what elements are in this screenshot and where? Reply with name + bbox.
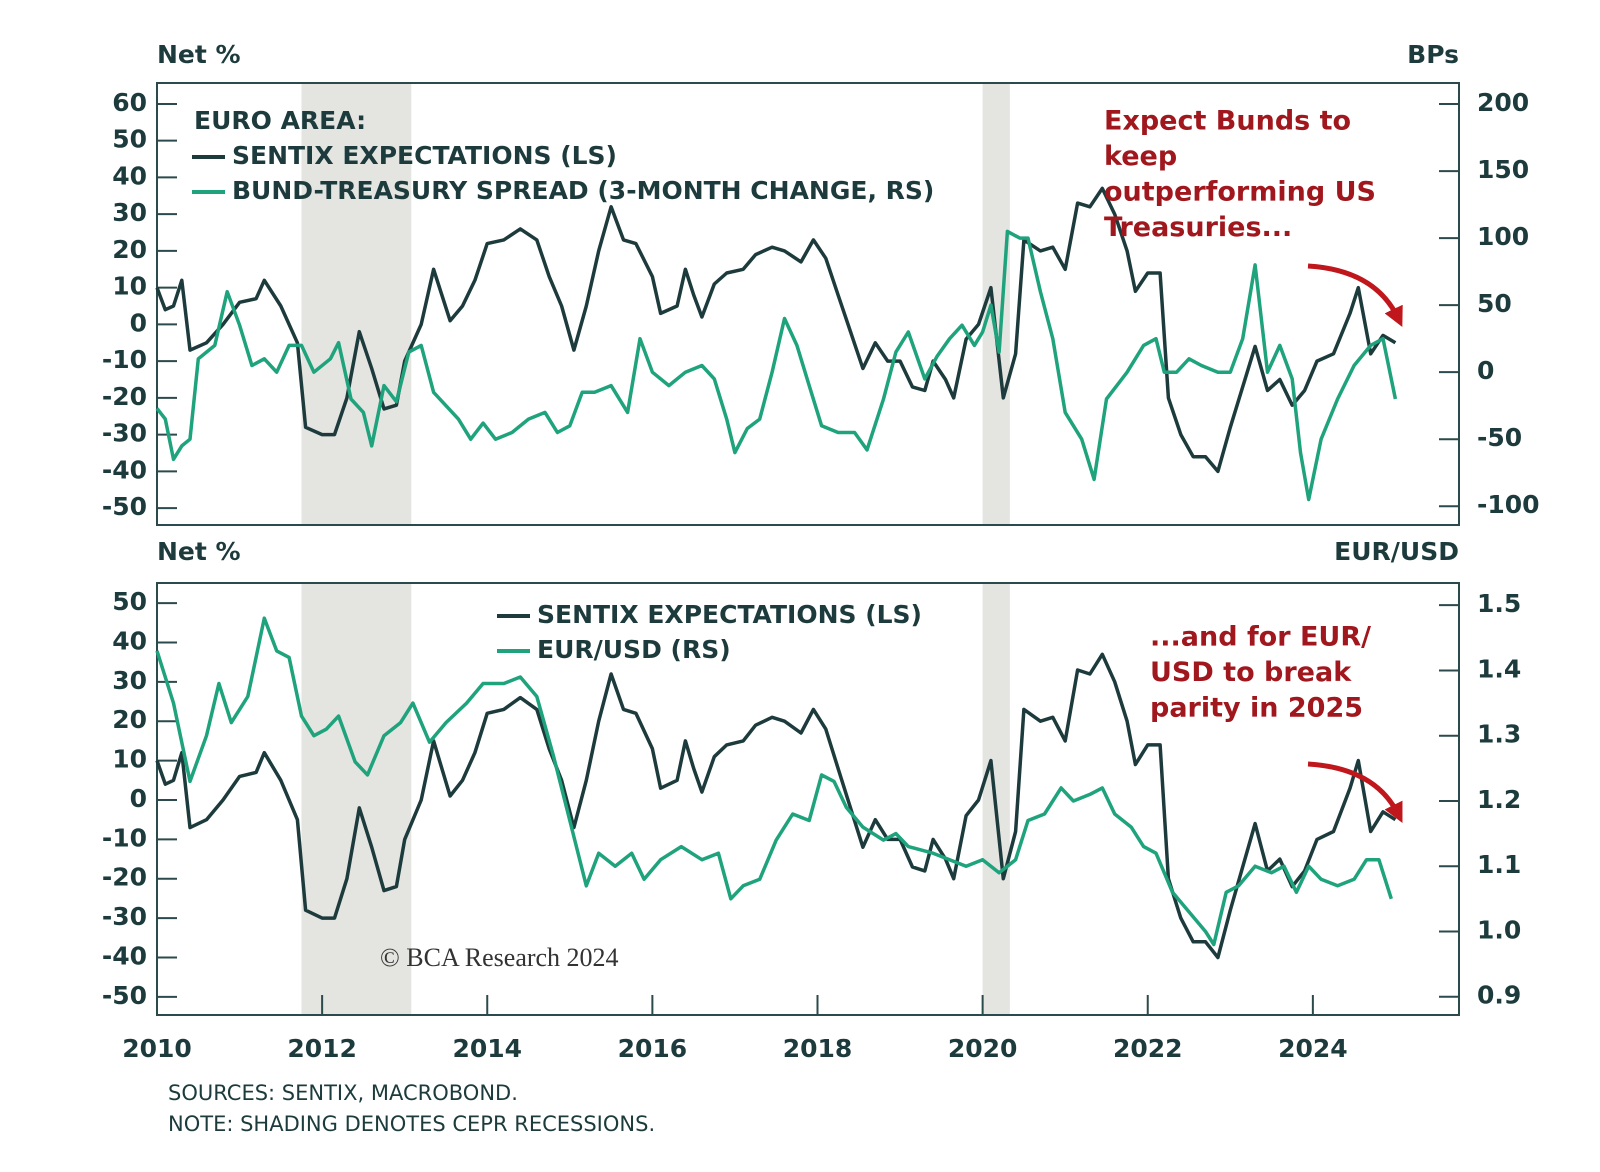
- y-tick-label: -20: [102, 863, 147, 892]
- annotation: Expect Bunds to: [1104, 106, 1351, 137]
- x-tick-label: 2012: [287, 1034, 357, 1063]
- panel: 50403020100-10-20-30-40-501.51.41.31.21.…: [102, 537, 1521, 1063]
- y-tick-label: -30: [102, 419, 147, 448]
- series-line: [155, 652, 1397, 960]
- y-tick-label: 30: [112, 666, 147, 695]
- note: NOTE: SHADING DENOTES CEPR RECESSIONS.: [168, 1112, 655, 1136]
- x-tick-label: 2018: [783, 1034, 853, 1063]
- x-tick-label: 2010: [122, 1034, 192, 1063]
- panel: 6050403020100-10-20-30-40-50200150100500…: [102, 40, 1540, 526]
- annotation: outperforming US: [1104, 177, 1376, 208]
- y2-tick-label: 1.5: [1477, 589, 1521, 618]
- y-tick-label: 30: [112, 198, 147, 227]
- y-tick-label: 60: [112, 88, 147, 117]
- arrow: [1307, 761, 1403, 823]
- y-tick-label: -20: [102, 382, 147, 411]
- legend-label: EUR/USD (RS): [537, 635, 731, 664]
- y-tick-label: -10: [102, 823, 147, 852]
- x-tick-label: 2024: [1278, 1034, 1348, 1063]
- x-tick-label: 2014: [452, 1034, 522, 1063]
- x-tick-label: 2016: [618, 1034, 688, 1063]
- series-line: [155, 186, 1397, 474]
- y-tick-label: 50: [112, 125, 147, 154]
- y2-axis-unit: BPs: [1407, 40, 1459, 69]
- y-tick-label: 0: [130, 308, 147, 337]
- x-tick-label: 2020: [948, 1034, 1018, 1063]
- legend-label: BUND-TREASURY SPREAD (3-MONTH CHANGE, RS…: [232, 176, 934, 205]
- y-tick-label: 20: [112, 235, 147, 264]
- y2-tick-label: -50: [1477, 423, 1522, 452]
- y2-tick-label: 1.1: [1477, 850, 1521, 879]
- y-tick-label: 20: [112, 705, 147, 734]
- y2-axis-unit: EUR/USD: [1334, 537, 1459, 566]
- y2-tick-label: -100: [1477, 490, 1540, 519]
- y2-tick-label: 100: [1477, 222, 1529, 251]
- y2-tick-label: 200: [1477, 88, 1529, 117]
- y2-tick-label: 150: [1477, 155, 1529, 184]
- series-line: [155, 229, 1398, 502]
- y-tick-label: 0: [130, 784, 147, 813]
- legend-label: SENTIX EXPECTATIONS (LS): [232, 141, 617, 170]
- y-axis-unit: Net %: [157, 537, 241, 566]
- annotation: keep: [1104, 141, 1177, 172]
- legend-title: EURO AREA:: [194, 106, 366, 135]
- y-tick-label: -10: [102, 345, 147, 374]
- y-tick-label: 40: [112, 626, 147, 655]
- y-tick-label: 10: [112, 272, 147, 301]
- y-axis-unit: Net %: [157, 40, 241, 69]
- x-tick-label: 2022: [1113, 1034, 1183, 1063]
- y-tick-label: -30: [102, 902, 147, 931]
- recession-shading: [301, 83, 412, 525]
- legend-label: SENTIX EXPECTATIONS (LS): [537, 600, 922, 629]
- y2-tick-label: 1.0: [1477, 915, 1521, 944]
- y2-tick-label: 0.9: [1477, 981, 1521, 1010]
- y-tick-label: 50: [112, 587, 147, 616]
- annotation: parity in 2025: [1150, 693, 1363, 724]
- arrow: [1307, 263, 1403, 328]
- y-tick-label: -50: [102, 492, 147, 521]
- series-line: [155, 616, 1393, 947]
- recession-shading: [301, 583, 412, 1015]
- y-tick-label: 10: [112, 745, 147, 774]
- annotation: ...and for EUR/: [1150, 622, 1371, 653]
- y2-tick-label: 50: [1477, 289, 1512, 318]
- copyright: © BCA Research 2024: [380, 943, 619, 972]
- y2-tick-label: 0: [1477, 356, 1494, 385]
- y2-tick-label: 1.4: [1477, 654, 1521, 683]
- y-tick-label: -40: [102, 942, 147, 971]
- y2-tick-label: 1.2: [1477, 785, 1521, 814]
- annotation: USD to break: [1150, 657, 1352, 688]
- y-tick-label: 40: [112, 161, 147, 190]
- sources: SOURCES: SENTIX, MACROBOND.: [168, 1081, 518, 1105]
- y-tick-label: -40: [102, 455, 147, 484]
- annotation: Treasuries...: [1104, 212, 1292, 243]
- y2-tick-label: 1.3: [1477, 720, 1521, 749]
- plot-frame: [156, 82, 1460, 526]
- y-tick-label: -50: [102, 981, 147, 1010]
